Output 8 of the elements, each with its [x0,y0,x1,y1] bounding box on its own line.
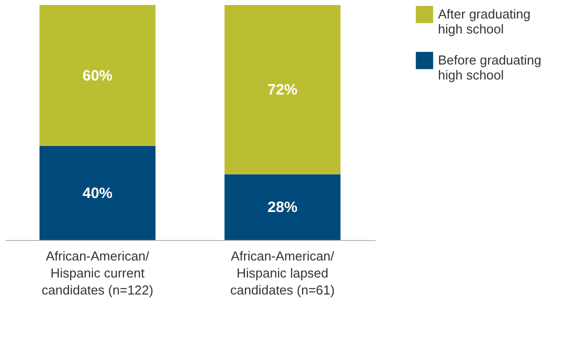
data-label: 40% [82,185,113,202]
data-label: 72% [267,82,298,99]
data-label: 60% [82,68,113,84]
data-label: 28% [267,199,298,216]
x-tick-label: African-American/ Hispanic lapsed candidates (n=61) [230,248,335,298]
legend-label: After graduating high school [438,6,531,36]
x-tick-label: African-American/ Hispanic current candidates (n=122) [42,248,154,298]
legend-label: Before graduating high school [438,52,542,82]
